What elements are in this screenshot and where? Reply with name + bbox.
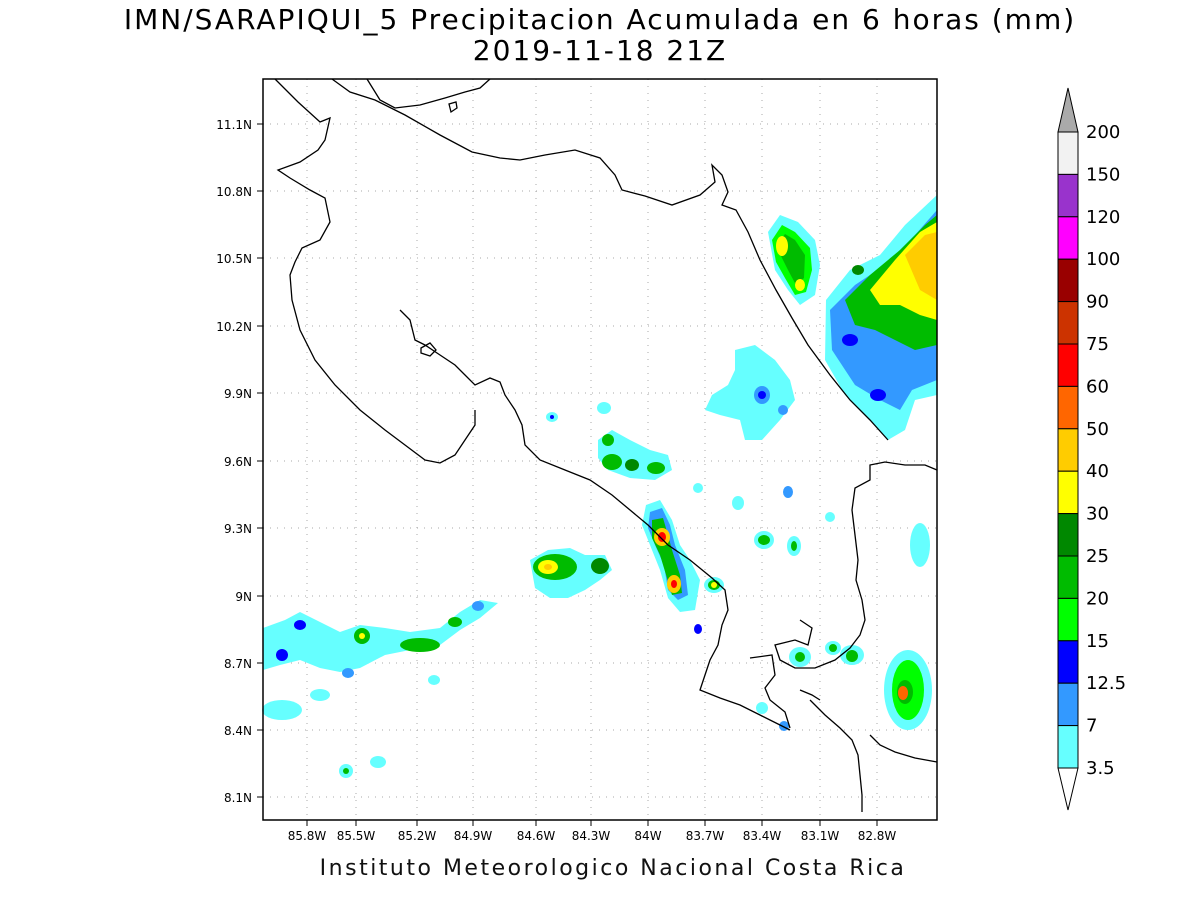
legend-label: 40 (1086, 461, 1109, 482)
map-title: IMN/SARAPIQUI_5 Precipitacion Acumulada … (123, 3, 1077, 36)
legend-label: 12.5 (1086, 673, 1126, 694)
footer-credit: Instituto Meteorologico Nacional Costa R… (319, 856, 907, 881)
nicoya-gulf-coast (399, 309, 791, 731)
lon-label: 85.8W (288, 829, 327, 843)
pacific-coast-southeast (799, 689, 821, 701)
legend-label: 200 (1086, 122, 1120, 143)
legend-swatch (1057, 173, 1079, 218)
legend-label: 50 (1086, 419, 1109, 440)
lat-label: 9N (235, 590, 252, 604)
lat-label: 9.9N (224, 387, 252, 401)
legend-swatch (1057, 343, 1079, 387)
legend-underflow-triangle (1057, 767, 1079, 811)
legend-swatch (1057, 725, 1079, 769)
legend-swatch (1057, 301, 1079, 345)
lat-label: 10.8N (216, 185, 252, 199)
nicoya-island (420, 342, 437, 357)
precip-area-central-east (705, 345, 795, 440)
lat-label: 8.1N (224, 791, 252, 805)
legend-swatch (1057, 216, 1079, 260)
lat-tick-labels: 11.1N 10.8N 10.5N 10.2N 9.9N 9.6N 9.3N 9… (216, 118, 252, 805)
lat-label: 10.2N (216, 320, 252, 334)
precip-area-pacific-band (263, 600, 498, 672)
lon-ticks (306, 820, 878, 826)
legend-overflow-triangle (1057, 87, 1079, 133)
legend-swatch (1057, 131, 1079, 175)
burica-peninsula (809, 699, 863, 812)
osa-peninsula (749, 654, 791, 729)
lat-label: 11.1N (216, 118, 252, 132)
panama-border (774, 461, 938, 669)
lon-tick-labels: 85.8W 85.5W 85.2W 84.9W 84.6W 84.3W 84W … (288, 829, 897, 843)
lon-label: 85.2W (398, 829, 437, 843)
map-gridlines (263, 79, 937, 820)
lon-label: 85.5W (337, 829, 376, 843)
lon-label: 84.9W (454, 829, 493, 843)
legend-swatch (1057, 385, 1079, 430)
coastlines (274, 78, 938, 812)
legend-swatch (1057, 470, 1079, 515)
legend-label: 120 (1086, 207, 1120, 228)
legend-swatch (1057, 258, 1079, 303)
legend-swatch (1057, 555, 1079, 599)
nicaragua-border-coast (274, 78, 476, 464)
legend-label: 150 (1086, 164, 1120, 185)
lon-label: 84.6W (517, 829, 556, 843)
lat-ticks (257, 123, 263, 798)
color-legend: 200 150 120 100 90 75 60 50 40 30 25 20 15 12.5 7 3.5 (1057, 87, 1126, 811)
legend-label: 90 (1086, 292, 1109, 313)
legend-label: 100 (1086, 249, 1120, 270)
lon-label: 83.7W (686, 829, 725, 843)
lon-label: 82.8W (858, 829, 897, 843)
lon-label: 84W (634, 829, 661, 843)
lake-island (448, 101, 458, 114)
legend-label: 7 (1086, 716, 1097, 737)
lat-label: 9.6N (224, 455, 252, 469)
lat-label: 8.4N (224, 724, 252, 738)
legend-swatch (1057, 640, 1079, 684)
lon-label: 84.3W (572, 829, 611, 843)
legend-label: 20 (1086, 588, 1109, 609)
legend-swatch (1057, 682, 1079, 727)
golfito-coast (869, 734, 938, 763)
lon-label: 83.4W (743, 829, 782, 843)
legend-swatch (1057, 513, 1079, 557)
lat-label: 8.7N (224, 657, 252, 671)
lon-label: 83.1W (801, 829, 840, 843)
legend-label: 75 (1086, 334, 1109, 355)
legend-label: 3.5 (1086, 758, 1115, 779)
map-frame (262, 78, 938, 821)
map-subtitle: 2019-11-18 21Z (472, 34, 728, 67)
nicaragua-lake-shore (331, 78, 889, 441)
legend-label: 25 (1086, 546, 1109, 567)
lat-label: 9.3N (224, 522, 252, 536)
lat-label: 10.5N (216, 252, 252, 266)
legend-label: 30 (1086, 504, 1109, 525)
precipitation-shading (262, 195, 937, 778)
legend-swatch (1057, 428, 1079, 472)
legend-swatch (1057, 597, 1079, 642)
legend-label: 15 (1086, 631, 1109, 652)
lake-nicaragua-south (366, 78, 491, 109)
legend-label: 60 (1086, 376, 1109, 397)
